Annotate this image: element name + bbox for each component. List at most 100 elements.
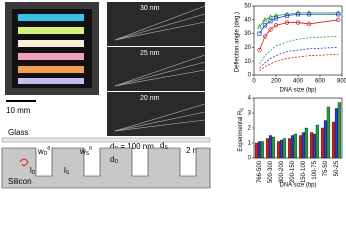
label-part: Experimental R xyxy=(238,110,244,152)
y-tick-label: 2 xyxy=(248,126,252,132)
length-label: lS xyxy=(64,166,70,176)
series-line xyxy=(259,47,339,69)
glass-label: Glass xyxy=(8,128,28,137)
y-tick-label: 1 xyxy=(248,141,252,147)
micrographs xyxy=(107,2,206,136)
chip-photo xyxy=(5,2,99,95)
x-tick-label: 50-25 xyxy=(334,160,340,176)
micrograph-label: 30 nm xyxy=(140,5,160,12)
marker xyxy=(262,23,268,28)
y-tick-label: 4 xyxy=(248,96,252,102)
y-axis-title: Deflection angle (deg.) xyxy=(235,12,241,72)
bar xyxy=(260,141,265,159)
x-tick-label: 766-500 xyxy=(257,160,263,183)
bar xyxy=(254,142,259,159)
marker xyxy=(306,12,312,17)
bar xyxy=(298,135,303,159)
bar xyxy=(276,141,281,159)
width-label: wDθ xyxy=(37,146,50,157)
bar xyxy=(315,124,320,159)
depth-label: dS xyxy=(160,141,168,151)
label-part: D xyxy=(44,151,48,157)
bar xyxy=(312,133,317,159)
label-part: d xyxy=(110,142,114,151)
label-part: θ xyxy=(89,146,92,152)
figure: 10 mm 30 nm 25 nm 20 nm dD = 100 nm 2 mm… xyxy=(1,2,346,189)
label-part: w xyxy=(79,147,86,156)
schematic xyxy=(1,137,211,189)
x-tick-label: 100-75 xyxy=(312,160,318,179)
micrograph-label: 20 nm xyxy=(140,95,160,102)
x-tick-label: 200-150 xyxy=(290,160,296,183)
bar xyxy=(287,138,292,159)
bar xyxy=(323,120,328,159)
marker xyxy=(336,12,341,17)
y-tick-label: 3 xyxy=(248,111,252,117)
width-label: wSθ xyxy=(79,146,92,157)
x-tick-label: 75-50 xyxy=(323,160,329,176)
bar xyxy=(309,132,314,159)
marker xyxy=(273,23,279,28)
bar xyxy=(304,127,309,159)
label-part: S xyxy=(86,151,90,157)
bar xyxy=(265,138,270,159)
y-axis-title: Experimental Rij xyxy=(238,108,246,151)
x-tick-label: 400 xyxy=(293,79,304,85)
bar xyxy=(268,135,273,159)
marker xyxy=(268,27,273,32)
series-line xyxy=(259,35,339,65)
bar xyxy=(337,102,342,159)
silicon-label: Silicon xyxy=(8,177,32,186)
x-axis-title: DNA size (bp) xyxy=(279,183,316,189)
length-label: lD xyxy=(30,166,36,176)
micrograph-label: 25 nm xyxy=(140,50,160,57)
y-tick-label: 0 xyxy=(248,73,252,79)
bar xyxy=(290,135,295,159)
x-axis-title: DNA size (bp) xyxy=(279,88,316,94)
marker xyxy=(267,14,274,19)
label-part: S xyxy=(164,145,168,151)
x-tick-label: 500-300 xyxy=(268,160,274,183)
bar xyxy=(271,136,276,159)
x-tick-label: 0 xyxy=(252,79,256,85)
y-tick-label: 0 xyxy=(248,156,252,162)
marker xyxy=(257,31,262,36)
bar xyxy=(282,138,287,159)
label-part: w xyxy=(37,147,44,156)
bar xyxy=(279,139,284,159)
y-tick-label: 10 xyxy=(244,59,251,65)
marker xyxy=(256,23,263,29)
series-line xyxy=(259,53,339,72)
bar xyxy=(257,141,262,159)
label-part: l xyxy=(30,166,32,175)
label-part: l xyxy=(64,166,66,175)
x-tick-label: 300-200 xyxy=(279,160,285,183)
label-part: θ xyxy=(47,146,50,152)
x-tick-label: 150-100 xyxy=(301,160,307,183)
bar xyxy=(293,133,298,159)
marker xyxy=(262,17,268,22)
marker xyxy=(295,12,301,17)
bar xyxy=(331,121,336,159)
plot-frame xyxy=(253,97,343,159)
marker xyxy=(273,16,279,21)
y-tick-label: 40 xyxy=(244,17,251,23)
label-part: S xyxy=(66,170,70,176)
label-part: = 100 nm xyxy=(118,142,154,151)
marker xyxy=(284,20,290,25)
marker xyxy=(273,12,279,18)
depth-label: dD xyxy=(110,155,118,165)
y-tick-label: 50 xyxy=(244,4,251,10)
x-tick-label: 600 xyxy=(315,79,326,85)
y-tick-label: 20 xyxy=(244,45,251,51)
label-part: d xyxy=(160,141,164,150)
label-part: d xyxy=(110,155,114,164)
bar xyxy=(301,132,306,159)
marker xyxy=(257,48,262,53)
bar xyxy=(334,108,339,159)
label-part: D xyxy=(114,159,118,165)
marker xyxy=(336,17,341,22)
marker xyxy=(284,13,290,18)
marker xyxy=(295,20,301,25)
x-tick-label: 200 xyxy=(271,79,282,85)
